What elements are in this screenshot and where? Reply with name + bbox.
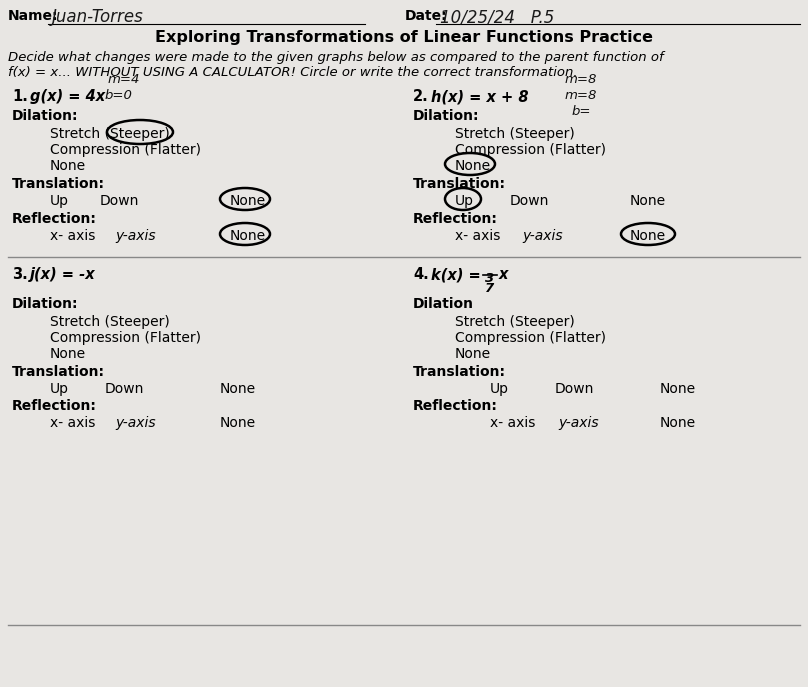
Text: Down: Down: [105, 382, 145, 396]
Text: b=: b=: [572, 105, 591, 118]
Text: Translation:: Translation:: [12, 365, 105, 379]
Text: Exploring Transformations of Linear Functions Practice: Exploring Transformations of Linear Func…: [155, 30, 653, 45]
Text: m=8: m=8: [565, 73, 597, 86]
Text: Reflection:: Reflection:: [413, 212, 498, 226]
Text: 10/25/24   P.5: 10/25/24 P.5: [440, 8, 554, 26]
Text: j(x) = -x: j(x) = -x: [30, 267, 95, 282]
Text: Up: Up: [455, 194, 474, 208]
Text: x- axis: x- axis: [50, 416, 95, 430]
Text: 3: 3: [485, 272, 494, 285]
Text: y-axis: y-axis: [115, 229, 156, 243]
Text: Stretch (Steeper): Stretch (Steeper): [50, 315, 170, 329]
Text: Dilation: Dilation: [413, 297, 474, 311]
Text: None: None: [455, 347, 491, 361]
Text: None: None: [230, 229, 266, 243]
Text: y-axis: y-axis: [115, 416, 156, 430]
Text: Up: Up: [50, 194, 69, 208]
Text: Down: Down: [510, 194, 549, 208]
Text: Stretch (Steeper): Stretch (Steeper): [455, 127, 574, 141]
Text: Compression (Flatter): Compression (Flatter): [50, 143, 201, 157]
Text: 7: 7: [485, 282, 494, 295]
Text: Compression (Flatter): Compression (Flatter): [50, 331, 201, 345]
Text: Date:: Date:: [405, 9, 448, 23]
Text: Translation:: Translation:: [413, 177, 506, 191]
Text: None: None: [630, 229, 666, 243]
Text: None: None: [660, 382, 696, 396]
Text: y-axis: y-axis: [522, 229, 562, 243]
Text: None: None: [50, 159, 86, 173]
Text: y-axis: y-axis: [558, 416, 599, 430]
Text: 4.: 4.: [413, 267, 429, 282]
Text: None: None: [220, 382, 256, 396]
Text: Name:: Name:: [8, 9, 58, 23]
Text: m=4: m=4: [108, 73, 141, 86]
Text: Reflection:: Reflection:: [413, 399, 498, 413]
Text: None: None: [455, 159, 491, 173]
Text: None: None: [230, 194, 266, 208]
Text: Decide what changes were made to the given graphs below as compared to the paren: Decide what changes were made to the giv…: [8, 51, 663, 64]
Text: Translation:: Translation:: [413, 365, 506, 379]
Text: k(x) =: k(x) =: [431, 267, 486, 282]
Text: Dilation:: Dilation:: [12, 297, 78, 311]
Text: 3.: 3.: [12, 267, 27, 282]
Text: b=0: b=0: [105, 89, 133, 102]
Text: Dilation:: Dilation:: [413, 109, 479, 123]
Text: Up: Up: [490, 382, 509, 396]
Text: x- axis: x- axis: [50, 229, 95, 243]
Text: x: x: [499, 267, 508, 282]
Text: Reflection:: Reflection:: [12, 399, 97, 413]
Text: Up: Up: [50, 382, 69, 396]
Text: g(x) = 4x: g(x) = 4x: [30, 89, 105, 104]
Text: Dilation:: Dilation:: [12, 109, 78, 123]
Text: Translation:: Translation:: [12, 177, 105, 191]
Text: 2.: 2.: [413, 89, 429, 104]
Text: m=8: m=8: [565, 89, 597, 102]
Text: Compression (Flatter): Compression (Flatter): [455, 331, 606, 345]
Text: f(x) = x... WITHOUT USING A CALCULATOR! Circle or write the correct transformati: f(x) = x... WITHOUT USING A CALCULATOR! …: [8, 66, 578, 79]
Text: Compression (Flatter): Compression (Flatter): [455, 143, 606, 157]
Text: None: None: [50, 347, 86, 361]
Text: 1.: 1.: [12, 89, 27, 104]
Text: None: None: [660, 416, 696, 430]
Text: Down: Down: [555, 382, 595, 396]
Text: None: None: [630, 194, 666, 208]
Text: Down: Down: [100, 194, 139, 208]
Text: x- axis: x- axis: [455, 229, 500, 243]
Text: Stretch (Steeper): Stretch (Steeper): [50, 127, 170, 141]
Text: Stretch (Steeper): Stretch (Steeper): [455, 315, 574, 329]
Text: None: None: [220, 416, 256, 430]
Text: h(x) = x + 8: h(x) = x + 8: [431, 89, 528, 104]
Text: Reflection:: Reflection:: [12, 212, 97, 226]
Text: x- axis: x- axis: [490, 416, 536, 430]
Text: Juan-Torres: Juan-Torres: [52, 8, 144, 26]
